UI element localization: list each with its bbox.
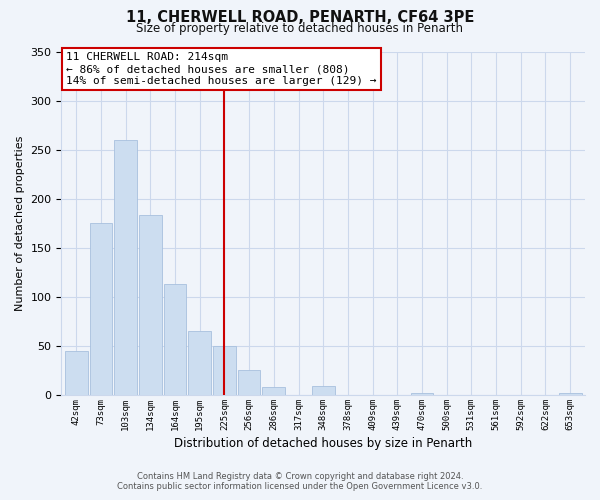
Bar xyxy=(89,224,112,395)
Text: 11 CHERWELL ROAD: 214sqm
← 86% of detached houses are smaller (808)
14% of semi-: 11 CHERWELL ROAD: 214sqm ← 86% of detach… xyxy=(67,52,377,86)
Text: Size of property relative to detached houses in Penarth: Size of property relative to detached ho… xyxy=(137,22,464,35)
Bar xyxy=(559,393,581,395)
Bar xyxy=(188,331,211,395)
Text: Contains HM Land Registry data © Crown copyright and database right 2024.
Contai: Contains HM Land Registry data © Crown c… xyxy=(118,472,482,491)
X-axis label: Distribution of detached houses by size in Penarth: Distribution of detached houses by size … xyxy=(174,437,472,450)
Bar xyxy=(213,346,236,395)
Bar xyxy=(312,386,335,395)
Bar xyxy=(262,387,285,395)
Bar xyxy=(238,370,260,395)
Bar xyxy=(139,216,161,395)
Bar xyxy=(65,351,88,395)
Bar xyxy=(164,284,187,395)
Bar xyxy=(114,140,137,395)
Y-axis label: Number of detached properties: Number of detached properties xyxy=(15,136,25,311)
Bar xyxy=(410,393,433,395)
Text: 11, CHERWELL ROAD, PENARTH, CF64 3PE: 11, CHERWELL ROAD, PENARTH, CF64 3PE xyxy=(126,10,474,25)
